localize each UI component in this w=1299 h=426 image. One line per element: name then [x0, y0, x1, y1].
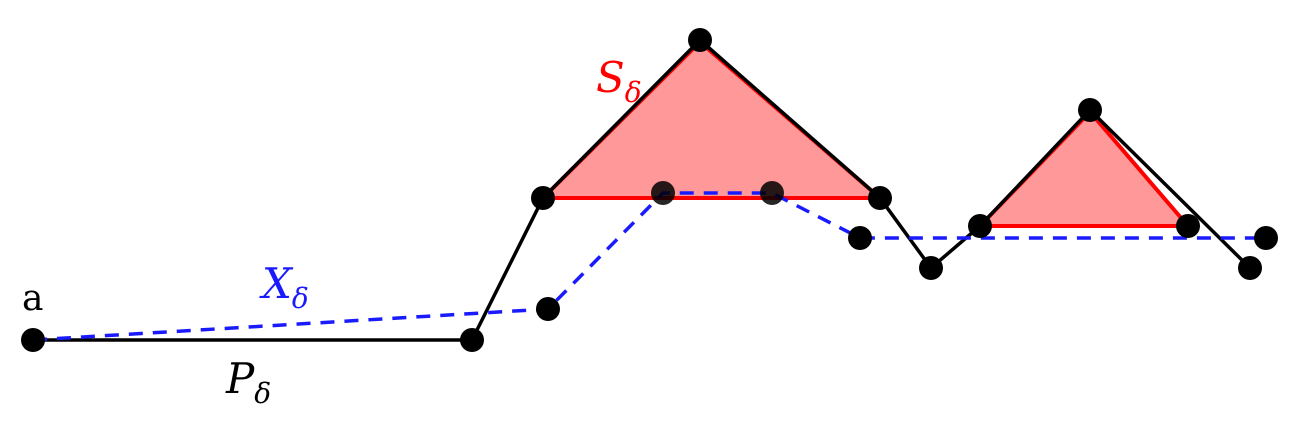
label-a: a	[22, 278, 43, 319]
path-x-delta	[32, 191, 1266, 342]
label-s-delta-sub: δ	[625, 76, 642, 109]
vertex	[1254, 226, 1278, 250]
label-x-delta-sub: δ	[292, 282, 309, 315]
vertex	[460, 328, 484, 352]
vertex	[760, 181, 784, 205]
vertex	[868, 186, 892, 210]
label-s-delta: Sδ	[596, 53, 642, 109]
label-p-delta-main: P	[225, 354, 255, 403]
s-delta-triangle-left	[541, 40, 882, 200]
vertex	[968, 214, 992, 238]
vertex	[1238, 256, 1262, 280]
vertex	[919, 256, 943, 280]
s-delta-triangle-right	[978, 110, 1190, 228]
label-x-delta-main: X	[259, 259, 294, 308]
label-x-delta: Xδ	[259, 259, 309, 315]
vertex	[531, 186, 555, 210]
label-s-delta-main: S	[596, 53, 625, 102]
vertex	[536, 297, 560, 321]
vertex	[848, 226, 872, 250]
vertex-a	[21, 328, 45, 352]
label-p-delta-sub: δ	[254, 377, 271, 410]
vertices	[21, 28, 1278, 352]
vertex	[688, 28, 712, 52]
vertex	[651, 181, 675, 205]
label-p-delta: Pδ	[225, 354, 271, 410]
vertex	[1078, 98, 1102, 122]
vertex	[1176, 214, 1200, 238]
